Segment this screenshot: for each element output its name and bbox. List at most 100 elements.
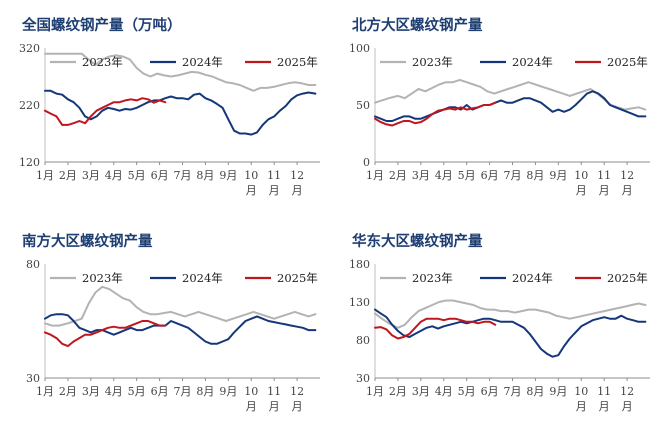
x-tick-label: 5月 [128, 169, 146, 182]
series-line-y2024 [44, 313, 317, 345]
chart-national-svg: 全国螺纹钢产量（万吨） 120 220 320 1月 2月 3月 4月 5月 6月 7月 8月 9月 1… [19, 16, 320, 197]
y-tick-label: 0 [363, 156, 370, 169]
x-tick-label: 4月 [105, 169, 123, 182]
x-tick-label: 10 [574, 385, 588, 398]
legend-label-y2025: 2025年 [607, 271, 648, 285]
y-tick-label: 130 [349, 296, 370, 309]
series-line-y2023 [374, 299, 647, 329]
x-tick-label: 1月 [36, 385, 54, 398]
y-tick-label: 30 [26, 372, 40, 385]
x-tick-label: 1月 [366, 169, 384, 182]
legend-label-y2023: 2023年 [412, 55, 453, 69]
x-tick-label: 4月 [105, 385, 123, 398]
x-tick-label: 3月 [82, 169, 100, 182]
legend-label-y2024: 2024年 [182, 55, 223, 69]
x-tick-label: 月 [292, 184, 303, 197]
x-tick-label: 12 [620, 385, 634, 398]
x-tick-label: 12 [620, 169, 634, 182]
x-tick-label: 3月 [412, 385, 430, 398]
x-tick-label: 2月 [59, 385, 77, 398]
series-line-y2024 [374, 90, 647, 122]
x-tick-label: 月 [246, 184, 257, 197]
x-tick-label: 8月 [196, 385, 214, 398]
x-tick-label: 5月 [458, 385, 476, 398]
x-tick-label: 8月 [526, 169, 544, 182]
x-tick-label: 4月 [435, 385, 453, 398]
x-tick-label: 9月 [549, 169, 567, 182]
chart-title: 南方大区螺纹钢产量 [22, 232, 153, 250]
chart-south: 南方大区螺纹钢产量 30 80 1月 2月 3月 4月 5月 6月 7月 8月 9月 10 月 11 月 12… [0, 216, 330, 432]
legend-label-y2024: 2024年 [512, 55, 553, 69]
x-tick-label: 6月 [481, 169, 499, 182]
x-tick-label: 2月 [389, 169, 407, 182]
x-tick-label: 月 [576, 400, 587, 413]
y-tick-label: 100 [349, 42, 370, 55]
legend-label-y2024: 2024年 [512, 271, 553, 285]
chart-east-svg: 华东大区螺纹钢产量 30 80 130 180 1月 2月 3月 4月 5月 6月 7月 8月 9月 10… [349, 232, 650, 413]
x-tick-label: 月 [576, 184, 587, 197]
x-tick-label: 月 [246, 400, 257, 413]
x-tick-label: 月 [269, 184, 280, 197]
x-tick-label: 11 [597, 169, 611, 182]
x-tick-label: 1月 [366, 385, 384, 398]
x-tick-label: 月 [599, 400, 610, 413]
legend-label-y2025: 2025年 [277, 55, 318, 69]
chart-national: 全国螺纹钢产量（万吨） 120 220 320 1月 2月 3月 4月 5月 6月 7月 8月 9月 1… [0, 0, 330, 216]
chart-south-svg: 南方大区螺纹钢产量 30 80 1月 2月 3月 4月 5月 6月 7月 8月 9月 10 月 11 月 12… [22, 232, 320, 413]
x-tick-label: 10 [244, 169, 258, 182]
chart-north: 北方大区螺纹钢产量 0 50 100 1月 2月 3月 4月 5月 6月 7月 8月 9月 10 月 11 月… [330, 0, 660, 216]
chart-title: 北方大区螺纹钢产量 [352, 16, 483, 34]
x-tick-label: 3月 [82, 385, 100, 398]
x-tick-label: 6月 [151, 169, 169, 182]
chart-north-svg: 北方大区螺纹钢产量 0 50 100 1月 2月 3月 4月 5月 6月 7月 8月 9月 10 月 11 月… [349, 16, 650, 197]
y-tick-label: 50 [356, 99, 370, 112]
series-line-y2025 [44, 97, 167, 126]
y-tick-label: 220 [19, 99, 40, 112]
legend-label-y2023: 2023年 [82, 271, 123, 285]
legend-label-y2025: 2025年 [277, 271, 318, 285]
x-tick-label: 8月 [526, 385, 544, 398]
legend-label-y2025: 2025年 [607, 55, 648, 69]
x-tick-label: 8月 [196, 169, 214, 182]
x-tick-label: 7月 [174, 169, 192, 182]
series-line-y2025 [44, 320, 167, 348]
y-tick-label: 120 [19, 156, 40, 169]
x-tick-label: 月 [622, 400, 633, 413]
x-tick-label: 月 [599, 184, 610, 197]
y-tick-label: 30 [356, 372, 370, 385]
x-tick-label: 3月 [412, 169, 430, 182]
x-tick-label: 2月 [59, 169, 77, 182]
chart-east: 华东大区螺纹钢产量 30 80 130 180 1月 2月 3月 4月 5月 6月 7月 8月 9月 10… [330, 216, 660, 432]
x-tick-label: 10 [574, 169, 588, 182]
x-tick-label: 11 [267, 169, 281, 182]
x-tick-label: 7月 [504, 385, 522, 398]
x-tick-label: 11 [597, 385, 611, 398]
legend-label-y2024: 2024年 [182, 271, 223, 285]
x-tick-label: 4月 [435, 169, 453, 182]
x-tick-label: 月 [269, 400, 280, 413]
x-tick-label: 7月 [504, 169, 522, 182]
y-tick-label: 80 [356, 334, 370, 347]
x-tick-label: 9月 [219, 385, 237, 398]
x-tick-label: 12 [290, 385, 304, 398]
x-tick-label: 2月 [389, 385, 407, 398]
series-line-y2025 [374, 101, 497, 127]
series-line-y2024 [44, 89, 317, 136]
x-tick-label: 5月 [458, 169, 476, 182]
x-tick-label: 月 [292, 400, 303, 413]
x-tick-label: 12 [290, 169, 304, 182]
series-line-y2025 [374, 317, 497, 340]
x-tick-label: 9月 [549, 385, 567, 398]
y-tick-label: 180 [349, 258, 370, 271]
x-tick-label: 1月 [36, 169, 54, 182]
chart-title: 全国螺纹钢产量（万吨） [21, 16, 182, 34]
series-line-y2024 [374, 308, 647, 358]
chart-title: 华东大区螺纹钢产量 [352, 232, 483, 250]
x-tick-label: 月 [622, 184, 633, 197]
x-tick-label: 6月 [481, 385, 499, 398]
y-tick-label: 80 [26, 258, 40, 271]
y-tick-label: 320 [19, 42, 40, 55]
series-line-y2023 [44, 52, 317, 92]
x-tick-label: 10 [244, 385, 258, 398]
x-tick-label: 6月 [151, 385, 169, 398]
